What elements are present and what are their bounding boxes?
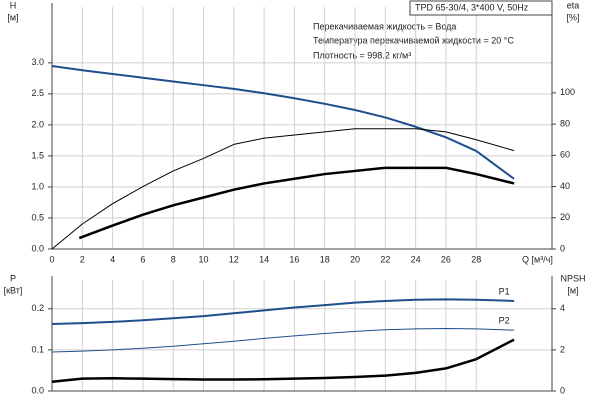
curve <box>51 64 515 180</box>
curve <box>51 128 515 250</box>
y-tick-label: 2.5 <box>31 88 44 98</box>
y2-axis-label: NPSH <box>560 273 585 283</box>
x-tick-label: 4 <box>110 254 115 264</box>
x-tick-label: 28 <box>471 254 481 264</box>
y2-tick-label: 2 <box>560 344 565 354</box>
curve-label: P2 <box>499 316 510 326</box>
y-tick-label: 1.0 <box>31 181 44 191</box>
y-tick-label: 0.0 <box>31 243 44 253</box>
curve <box>51 338 515 383</box>
y2-tick-label: 20 <box>560 212 570 222</box>
chart-title: TPD 65-30/4, 3*400 V, 50Hz <box>415 2 529 12</box>
x-tick-label: 18 <box>320 254 330 264</box>
title-box <box>409 0 553 16</box>
x-axis-label: Q [м³/ч] <box>522 254 553 264</box>
y-tick-label: 3.0 <box>31 57 44 67</box>
y2-axis-unit: [%] <box>566 12 579 22</box>
y2-tick-label: 40 <box>560 181 570 191</box>
annotation: Плотность = 998.2 кг/м³ <box>313 50 411 60</box>
y2-tick-label: 80 <box>560 118 570 128</box>
x-tick-label: 8 <box>171 254 176 264</box>
y-axis-unit: [м] <box>7 12 18 22</box>
y2-tick-label: 4 <box>560 303 565 313</box>
x-tick-label: 12 <box>229 254 239 264</box>
x-tick-label: 2 <box>80 254 85 264</box>
x-tick-label: 14 <box>259 254 269 264</box>
annotation: Перекачиваемая жидкость = Вода <box>313 21 456 31</box>
y-tick-label: 0.1 <box>31 344 44 354</box>
y-tick-label: 0.5 <box>31 212 44 222</box>
y-axis-label: H <box>10 0 17 10</box>
curve-label: P1 <box>499 286 510 296</box>
y-axis-unit: [кВт] <box>4 285 23 295</box>
y2-tick-label: 0 <box>560 243 565 253</box>
annotation: Температура перекачиваемой жидкости = 20… <box>313 35 514 45</box>
curve <box>78 166 515 240</box>
x-tick-label: 24 <box>411 254 421 264</box>
x-tick-label: 16 <box>289 254 299 264</box>
y2-axis-label: eta <box>567 0 580 10</box>
y2-tick-label: 0 <box>560 385 565 395</box>
curve <box>51 328 515 353</box>
y2-tick-label: 100 <box>560 87 575 97</box>
y2-axis-unit: [м] <box>567 285 578 295</box>
y-axis-label: P <box>10 273 16 283</box>
y-tick-label: 0.0 <box>31 385 44 395</box>
y-tick-label: 0.2 <box>31 303 44 313</box>
x-tick-label: 20 <box>350 254 360 264</box>
y2-tick-label: 60 <box>560 150 570 160</box>
y-tick-label: 2.0 <box>31 119 44 129</box>
y-tick-label: 1.5 <box>31 150 44 160</box>
x-tick-label: 0 <box>49 254 54 264</box>
x-tick-label: 26 <box>441 254 451 264</box>
x-tick-label: 6 <box>140 254 145 264</box>
x-tick-label: 22 <box>380 254 390 264</box>
curve <box>51 298 515 325</box>
x-tick-label: 10 <box>199 254 209 264</box>
